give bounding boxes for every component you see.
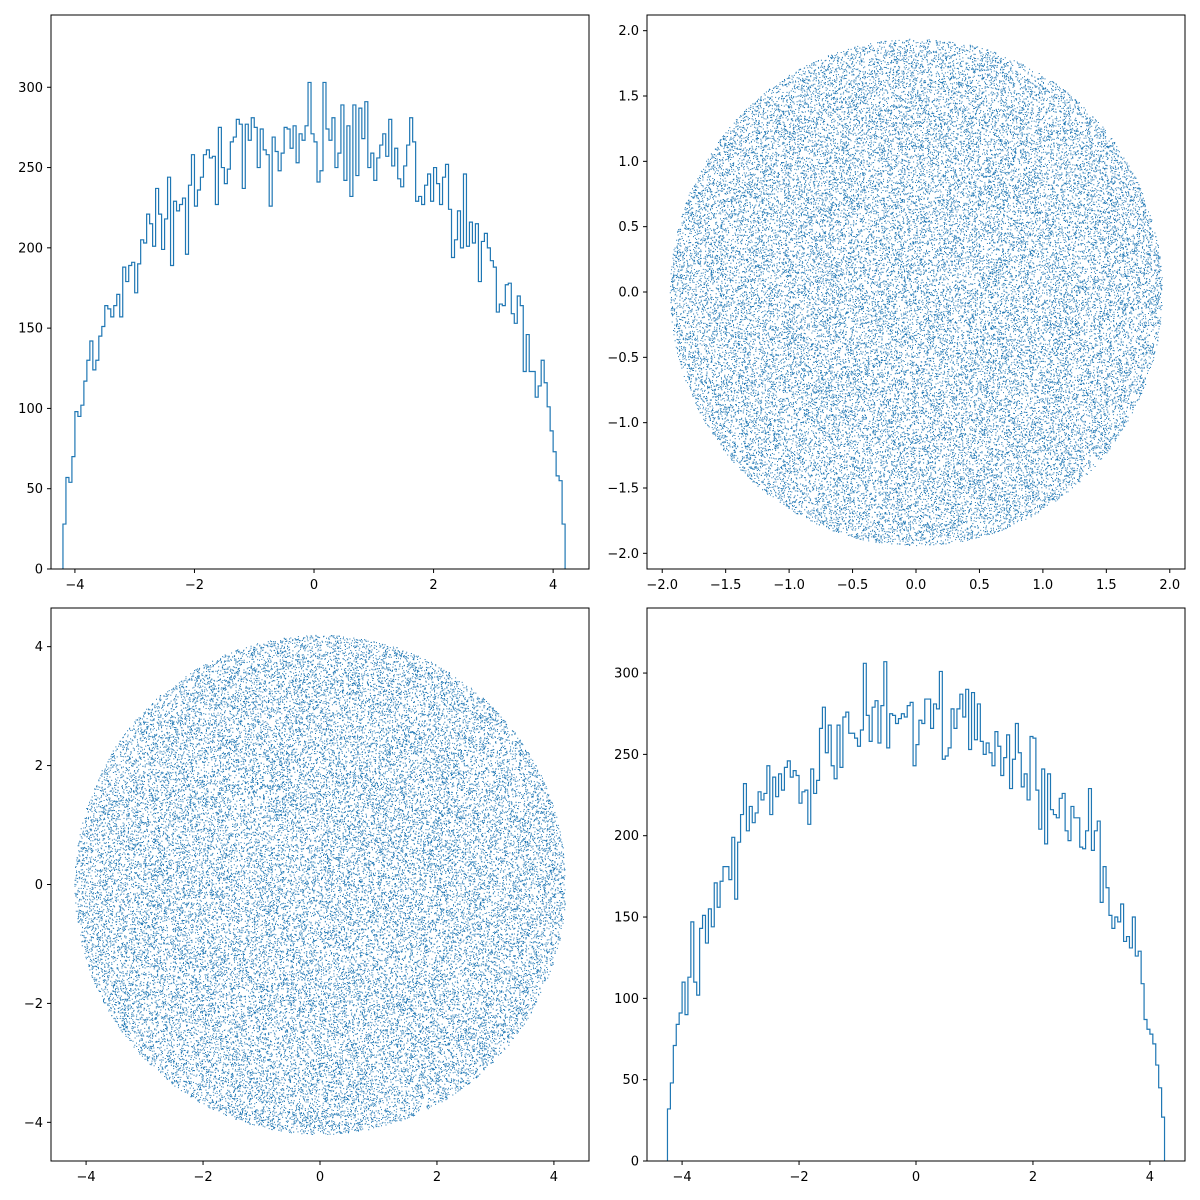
x-tick-label: 0 bbox=[316, 1170, 324, 1185]
panel-top-right-scatter: −2.0 −1.5 −1.0 −0.5 0.0 0.5 1.0 1.5 2.0 −2.0 −1.5 −… bbox=[607, 14, 1186, 593]
y-tick-label: 0 bbox=[35, 563, 43, 578]
x-tick-label: 2 bbox=[429, 578, 437, 593]
x-tick-label: −4 bbox=[65, 578, 84, 593]
y-tick-label: −2 bbox=[24, 997, 43, 1012]
panel-bottom-right-histogram: 0 50 100 150 200 250 300 −4 −2 0 2 4 bbox=[614, 607, 1186, 1185]
x-tick-label: −4 bbox=[77, 1170, 96, 1185]
x-tick-label: 2 bbox=[1029, 1170, 1037, 1185]
y-tick-label: −4 bbox=[24, 1116, 43, 1131]
y-tick-label: 0.5 bbox=[618, 220, 639, 235]
scatter-points bbox=[669, 38, 1163, 547]
histogram-step-line bbox=[62, 81, 566, 569]
y-tick-label: 200 bbox=[18, 241, 43, 256]
y-tick-label: 1.0 bbox=[618, 155, 639, 170]
y-tick-label: 250 bbox=[18, 161, 43, 176]
x-tick-label: 0 bbox=[912, 1170, 920, 1185]
x-tick-label: 2.0 bbox=[1159, 578, 1180, 593]
y-tick-label: 200 bbox=[614, 829, 639, 844]
axes-frame bbox=[50, 607, 590, 1162]
x-tick-label: 4 bbox=[549, 578, 557, 593]
axes-frame bbox=[646, 14, 1186, 570]
x-tick-label: 2 bbox=[433, 1170, 441, 1185]
y-tick-label: 300 bbox=[614, 667, 639, 682]
x-tick-label: −4 bbox=[673, 1170, 692, 1185]
y-tick-label: 250 bbox=[614, 748, 639, 763]
x-tick-label: −2 bbox=[185, 578, 204, 593]
y-tick-label: 50 bbox=[622, 1073, 639, 1088]
y-tick-label: 0 bbox=[35, 878, 43, 893]
y-tick-label: 0 bbox=[631, 1155, 639, 1170]
y-tick-label: 2 bbox=[35, 759, 43, 774]
y-tick-label: −1.5 bbox=[607, 481, 639, 496]
x-tick-label: 4 bbox=[550, 1170, 558, 1185]
y-tick-label: 150 bbox=[614, 911, 639, 926]
y-tick-label: 150 bbox=[18, 322, 43, 337]
x-tick-label: −2.0 bbox=[646, 578, 678, 593]
y-tick-label: 2.0 bbox=[618, 24, 639, 39]
panel-bottom-left-scatter: −4 −2 0 2 4 −4 −2 0 2 4 bbox=[24, 607, 590, 1185]
histogram-step-line bbox=[666, 661, 1166, 1161]
scatter-points bbox=[74, 634, 566, 1135]
y-tick-label: 50 bbox=[26, 482, 43, 497]
x-tick-label: −1.5 bbox=[710, 578, 742, 593]
y-tick-label: −2.0 bbox=[607, 547, 639, 562]
y-tick-label: 100 bbox=[18, 402, 43, 417]
y-tick-label: 4 bbox=[35, 640, 43, 655]
x-tick-label: 0.0 bbox=[906, 578, 927, 593]
y-tick-label: 100 bbox=[614, 992, 639, 1007]
axes-frame bbox=[646, 607, 1186, 1162]
x-tick-label: −2 bbox=[789, 1170, 808, 1185]
x-tick-label: −1.0 bbox=[773, 578, 805, 593]
y-tick-label: 300 bbox=[18, 81, 43, 96]
y-tick-label: −0.5 bbox=[607, 351, 639, 366]
x-tick-label: −2 bbox=[193, 1170, 212, 1185]
x-tick-label: 1.0 bbox=[1033, 578, 1054, 593]
panel-top-left-histogram: 0 50 100 150 200 250 300 −4 −2 0 2 4 bbox=[18, 14, 590, 593]
x-tick-label: 0.5 bbox=[969, 578, 990, 593]
y-tick-label: 0.0 bbox=[618, 286, 639, 301]
axes-frame bbox=[50, 14, 590, 570]
y-tick-label: 1.5 bbox=[618, 90, 639, 105]
x-tick-label: 4 bbox=[1146, 1170, 1154, 1185]
x-tick-label: −0.5 bbox=[837, 578, 869, 593]
x-tick-label: 0 bbox=[310, 578, 318, 593]
x-tick-label: 1.5 bbox=[1096, 578, 1117, 593]
y-tick-label: −1.0 bbox=[607, 416, 639, 431]
